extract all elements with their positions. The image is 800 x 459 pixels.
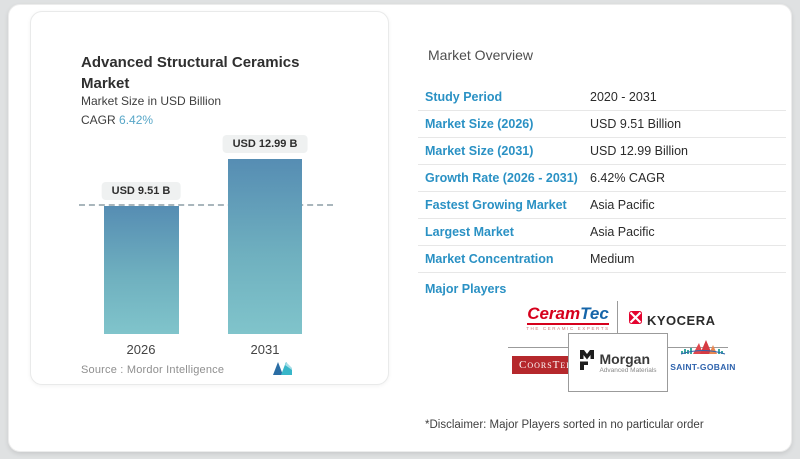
kyocera-mark-icon [628,310,643,330]
player-logo-kyocera: KYOCERA [628,310,716,330]
category-label: 2026 [126,342,156,357]
table-row: Market Size (2026) USD 9.51 Billion [418,111,786,138]
overview-title: Market Overview [428,47,534,63]
table-row: Market Size (2031) USD 12.99 Billion [418,138,786,165]
bar [228,158,302,334]
source-label: Source : [81,364,124,376]
player-logo-ceramtec: CeramTec THE CERAMIC EXPERTS [520,305,616,331]
player-logo-morgan: Morgan Advanced Materials [568,333,668,392]
chart-subtitle: Market Size in USD Billion [81,94,222,108]
major-players-label: Major Players [425,282,507,296]
row-label: Market Size (2031) [425,144,534,158]
table-row: Market Concentration Medium [418,246,786,273]
row-label: Largest Market [425,225,514,239]
source-brand: Mordor Intelligence [126,364,225,376]
player-logo-coorstek: CoorsTek [512,356,581,374]
row-value: 2020 - 2031 [590,90,657,104]
row-value: Medium [590,252,635,266]
saint-gobain-skyline-icon [673,339,733,361]
cagr-label: CAGR [81,113,116,127]
row-label: Study Period [425,90,503,104]
morgan-subtext: Advanced Materials [599,366,657,374]
ceramtec-tagline: THE CERAMIC EXPERTS [526,326,610,331]
category-label: 2031 [250,342,280,357]
row-label: Fastest Growing Market [425,198,567,212]
row-label: Growth Rate (2026 - 2031) [425,171,578,185]
morgan-mark-icon [579,349,595,376]
ceramtec-wordmark: CeramTec [527,304,609,325]
source-line: Source : Mordor Intelligence [81,364,224,376]
cagr-line: CAGR 6.42% [81,113,153,127]
reference-dashed-line [79,203,333,206]
kyocera-wordmark: KYOCERA [647,312,716,328]
bar-value-pill: USD 9.51 B [101,181,181,200]
coorstek-wordmark: CoorsTek [512,356,581,374]
table-row: Growth Rate (2026 - 2031) 6.42% CAGR [418,165,786,192]
chart-title: Advanced Structural Ceramics Market [81,54,300,92]
morgan-wordmark: Morgan [599,350,651,367]
row-label: Market Size (2026) [425,117,534,131]
row-value: USD 12.99 Billion [590,144,688,158]
row-value: Asia Pacific [590,198,655,212]
overview-table: Study Period 2020 - 2031 Market Size (20… [418,84,786,273]
chart-card: Advanced Structural Ceramics Market Mark… [30,11,389,385]
table-row: Fastest Growing Market Asia Pacific [418,192,786,219]
bar-value-pill: USD 12.99 B [222,134,308,153]
row-value: Asia Pacific [590,225,655,239]
mordor-intelligence-logo-icon [271,360,294,381]
bar [104,205,179,334]
connector-line [508,347,568,348]
table-row: Largest Market Asia Pacific [418,219,786,246]
row-value: 6.42% CAGR [590,171,666,185]
row-label: Market Concentration [425,252,554,266]
disclaimer-text: *Disclaimer: Major Players sorted in no … [425,419,704,431]
saint-gobain-wordmark: SAINT-GOBAIN [670,362,736,372]
row-value: USD 9.51 Billion [590,117,682,131]
player-logo-saint-gobain: SAINT-GOBAIN [670,339,736,372]
table-row: Study Period 2020 - 2031 [418,84,786,111]
cagr-value: 6.42% [119,113,154,127]
connector-line [617,301,618,333]
